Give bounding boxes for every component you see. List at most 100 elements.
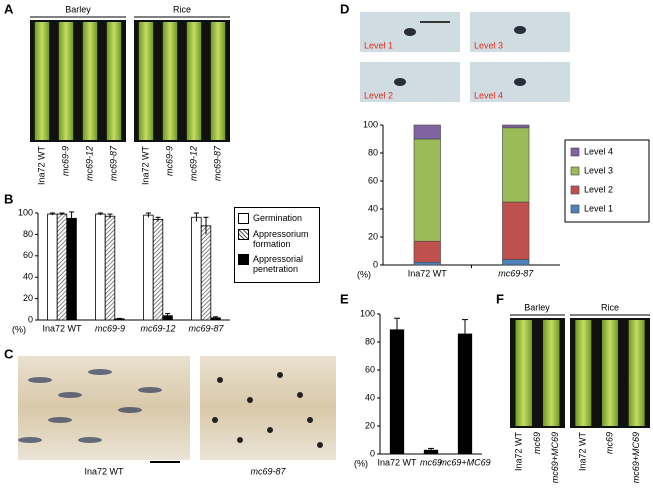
spore bbox=[237, 437, 243, 443]
spore bbox=[217, 377, 223, 383]
x-tick-label: mc69 bbox=[420, 457, 442, 467]
legend-item: Appressorial penetration bbox=[238, 254, 316, 274]
sample-label: mc69-12 bbox=[188, 146, 198, 181]
legend-label: Appressorium formation bbox=[253, 229, 309, 249]
bar bbox=[191, 216, 202, 321]
y-tick-label: 0 bbox=[28, 314, 33, 324]
hypha bbox=[138, 387, 162, 393]
bar bbox=[457, 333, 473, 454]
legend-swatch bbox=[238, 229, 249, 240]
x-tick-label: mc69-9 bbox=[95, 323, 125, 333]
legend-item: Germination bbox=[238, 213, 316, 224]
bar bbox=[200, 225, 212, 321]
bar bbox=[152, 219, 164, 321]
bar bbox=[66, 217, 77, 321]
bar bbox=[95, 213, 106, 321]
leaf bbox=[82, 22, 98, 140]
legend-swatch bbox=[238, 213, 249, 224]
panel-label: E bbox=[340, 291, 349, 306]
y-tick-label: 60 bbox=[368, 175, 378, 185]
legend-label: Appressorial penetration bbox=[253, 254, 304, 274]
y-tick-label: 20 bbox=[23, 293, 33, 303]
x-tick-label: Ina72 WT bbox=[42, 323, 82, 333]
bar bbox=[143, 214, 154, 321]
hypha bbox=[58, 392, 82, 398]
spore bbox=[394, 78, 406, 86]
x-tick-label: mc69-12 bbox=[140, 323, 175, 333]
group-label: Rice bbox=[601, 302, 619, 312]
leaf bbox=[210, 22, 226, 140]
leaf bbox=[106, 22, 122, 140]
bar-segment bbox=[413, 138, 441, 242]
photo-level bbox=[360, 62, 460, 102]
legend-label: Level 1 bbox=[584, 203, 613, 213]
sample-label: mc69+MC69 bbox=[631, 432, 641, 483]
bar-segment bbox=[502, 259, 530, 266]
bar-segment bbox=[413, 240, 441, 263]
caption: Ina72 WT bbox=[84, 466, 124, 476]
bar-segment bbox=[502, 127, 530, 203]
spore bbox=[307, 417, 313, 423]
bar bbox=[423, 449, 439, 454]
y-tick-label: 40 bbox=[365, 392, 375, 402]
hypha bbox=[18, 437, 42, 443]
legend-swatch bbox=[238, 254, 249, 265]
panel-label: C bbox=[4, 346, 14, 361]
x-tick-label: mc69+MC69 bbox=[439, 457, 490, 467]
caption: mc69-87 bbox=[250, 466, 286, 476]
spore bbox=[404, 28, 416, 36]
legend-swatch bbox=[570, 185, 580, 195]
y-tick-label: 60 bbox=[23, 250, 33, 260]
y-tick-label: 20 bbox=[365, 420, 375, 430]
leaf bbox=[543, 320, 560, 426]
leaf bbox=[138, 22, 154, 140]
legend: Germination Appressorium formation Appress… bbox=[234, 207, 320, 283]
sample-label: Ina72 WT bbox=[514, 431, 524, 471]
spore bbox=[247, 397, 253, 403]
sample-label: Ina72 WT bbox=[578, 431, 588, 471]
spore bbox=[267, 427, 273, 433]
y-tick-label: 100 bbox=[363, 119, 378, 129]
legend-item: Appressorium formation bbox=[238, 229, 316, 249]
legend-label: Level 2 bbox=[584, 184, 613, 194]
spore bbox=[514, 26, 526, 34]
sample-label: mc69-9 bbox=[164, 146, 174, 176]
bar bbox=[56, 213, 68, 321]
spore bbox=[297, 392, 303, 398]
x-tick-label: Ina72 WT bbox=[377, 457, 417, 467]
leaf bbox=[162, 22, 178, 140]
hypha bbox=[48, 417, 72, 423]
sample-label: Ina72 WT bbox=[140, 145, 150, 185]
bar-segment bbox=[413, 261, 441, 266]
level-label: Level 3 bbox=[474, 40, 503, 50]
group-label: Rice bbox=[173, 4, 191, 14]
legend-label: Germination bbox=[253, 213, 303, 223]
legend-swatch bbox=[570, 204, 580, 214]
panel-label: F bbox=[496, 291, 504, 306]
spore bbox=[277, 372, 283, 378]
bar bbox=[389, 329, 405, 454]
x-tick-label: mc69-87 bbox=[498, 268, 534, 278]
sample-label: mc69-87 bbox=[108, 145, 118, 181]
y-tick-label: 80 bbox=[365, 336, 375, 346]
y-tick-label: 20 bbox=[368, 231, 378, 241]
y-tick-label: 60 bbox=[365, 364, 375, 374]
hypha bbox=[88, 369, 112, 375]
sample-label: mc69 bbox=[532, 432, 542, 454]
bar bbox=[104, 215, 116, 321]
level-label: Level 1 bbox=[364, 40, 393, 50]
y-tick-label: 40 bbox=[368, 203, 378, 213]
y-axis-label: (%) bbox=[12, 324, 26, 334]
y-tick-label: 100 bbox=[360, 308, 375, 318]
sample-label: mc69-9 bbox=[60, 146, 70, 176]
spore bbox=[212, 417, 218, 423]
leaf bbox=[575, 320, 592, 426]
photo-c-mut bbox=[200, 356, 336, 460]
sample-label: mc69 bbox=[604, 432, 614, 454]
sample-label: mc69+MC69 bbox=[550, 432, 560, 483]
level-label: Level 2 bbox=[364, 90, 393, 100]
bar bbox=[47, 213, 58, 321]
level-label: Level 4 bbox=[474, 90, 503, 100]
